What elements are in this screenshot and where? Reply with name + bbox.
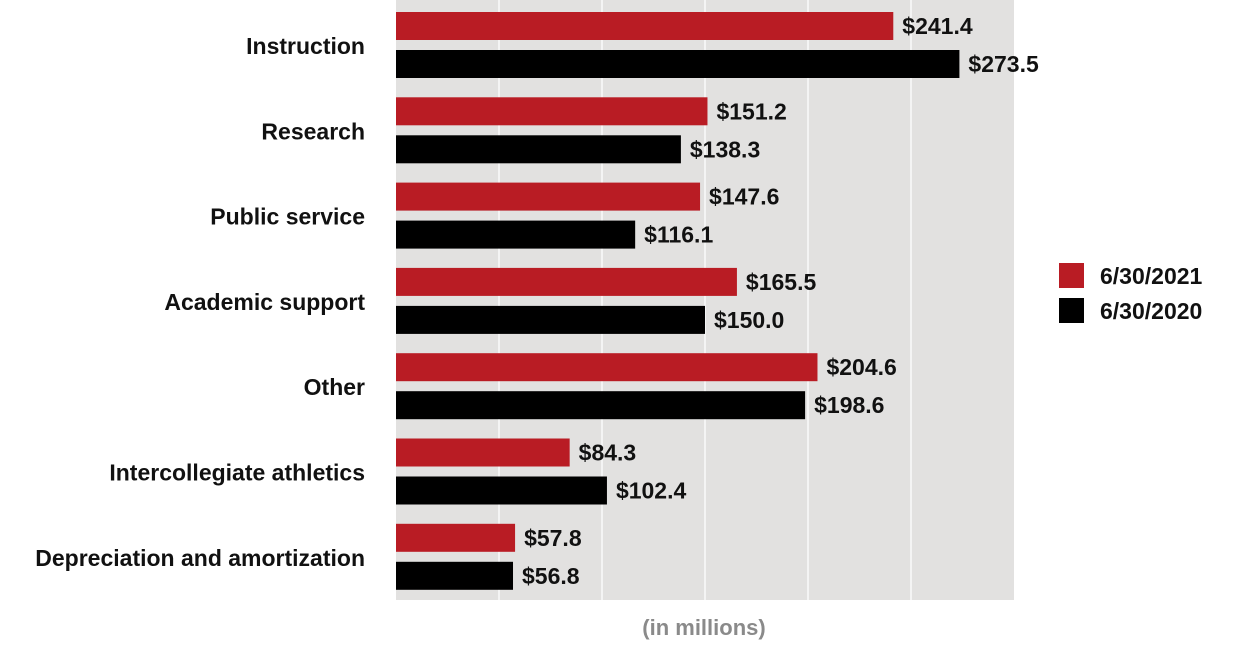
value-label-instruction-series-1: $241.4 bbox=[902, 13, 973, 39]
value-label-research-series-2: $138.3 bbox=[690, 136, 760, 162]
legend: 6/30/2021 6/30/2020 bbox=[1059, 263, 1203, 324]
bar-other-series-1 bbox=[396, 353, 818, 382]
value-label-research-series-1: $151.2 bbox=[716, 98, 786, 124]
category-label-research: Research bbox=[261, 118, 365, 144]
value-label-depreciation-and-amortization-series-2: $56.8 bbox=[522, 563, 580, 589]
legend-swatch-series-2 bbox=[1059, 298, 1084, 323]
category-label-other: Other bbox=[304, 374, 365, 400]
bar-intercollegiate-athletics-series-1 bbox=[396, 438, 570, 467]
bar-research-series-2 bbox=[396, 135, 681, 164]
bar-depreciation-and-amortization-series-1 bbox=[396, 523, 516, 552]
value-label-public-service-series-2: $116.1 bbox=[644, 222, 713, 248]
value-label-instruction-series-2: $273.5 bbox=[968, 51, 1039, 77]
category-label-public-service: Public service bbox=[210, 204, 365, 230]
category-labels: Instruction Research Public service Academi… bbox=[35, 33, 365, 571]
value-label-intercollegiate-athletics-series-2: $102.4 bbox=[616, 478, 687, 504]
category-label-intercollegiate-athletics: Intercollegiate athletics bbox=[109, 460, 365, 486]
category-label-academic-support: Academic support bbox=[164, 289, 365, 315]
bar-public-service-series-1 bbox=[396, 182, 701, 211]
legend-swatch-series-1 bbox=[1059, 263, 1084, 288]
value-labels: $241.4 $273.5 $151.2 $138.3 $147.6 $116.1 $165… bbox=[522, 13, 1039, 589]
bar-public-service-series-2 bbox=[396, 220, 636, 249]
bar-depreciation-and-amortization-series-2 bbox=[396, 561, 514, 590]
bar-academic-support-series-2 bbox=[396, 305, 705, 334]
value-label-public-service-series-1: $147.6 bbox=[709, 184, 779, 210]
bar-other-series-2 bbox=[396, 391, 806, 420]
x-axis-unit-label: (in millions) bbox=[642, 615, 765, 640]
value-label-intercollegiate-athletics-series-1: $84.3 bbox=[579, 440, 637, 466]
bar-academic-support-series-1 bbox=[396, 267, 737, 296]
bar-research-series-1 bbox=[396, 97, 708, 126]
bar-instruction-series-1 bbox=[396, 12, 894, 40]
value-label-academic-support-series-2: $150.0 bbox=[714, 307, 784, 333]
bars bbox=[396, 12, 960, 590]
value-label-academic-support-series-1: $165.5 bbox=[746, 269, 817, 295]
bar-instruction-series-2 bbox=[396, 50, 960, 78]
value-label-other-series-1: $204.6 bbox=[826, 354, 896, 380]
value-label-other-series-2: $198.6 bbox=[814, 392, 884, 418]
legend-label-series-1: 6/30/2021 bbox=[1100, 263, 1203, 289]
category-label-depreciation-and-amortization: Depreciation and amortization bbox=[35, 545, 365, 571]
category-label-instruction: Instruction bbox=[246, 33, 365, 59]
bar-intercollegiate-athletics-series-2 bbox=[396, 476, 607, 505]
legend-label-series-2: 6/30/2020 bbox=[1100, 298, 1202, 324]
value-label-depreciation-and-amortization-series-1: $57.8 bbox=[524, 525, 582, 551]
